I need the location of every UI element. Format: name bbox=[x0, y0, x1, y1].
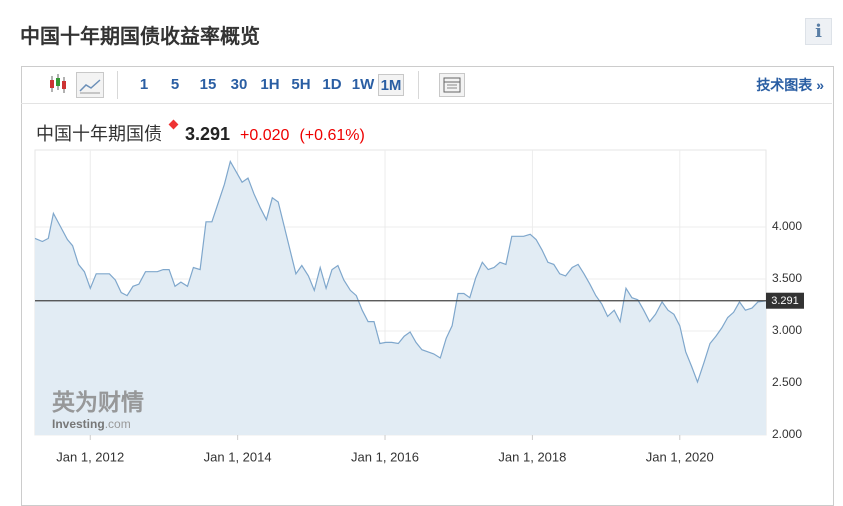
toolbar: 1 5 15 30 1H 5H 1D 1W 1M 技术图表 » bbox=[21, 67, 832, 104]
info-button[interactable]: i bbox=[805, 18, 832, 45]
page-title: 中国十年期国债收益率概览 bbox=[20, 26, 260, 48]
interval-button[interactable]: 5H bbox=[291, 76, 311, 93]
interval-button[interactable]: 1M bbox=[378, 74, 404, 96]
live-dot bbox=[168, 119, 179, 130]
interval-button[interactable]: 15 bbox=[199, 76, 217, 93]
technical-chart-link[interactable]: 技术图表 » bbox=[756, 77, 824, 93]
interval-button[interactable]: 30 bbox=[230, 76, 248, 93]
change: +0.020 bbox=[240, 127, 290, 144]
change-percent: (+0.61%) bbox=[299, 127, 365, 144]
interval-button[interactable]: 1 bbox=[139, 76, 149, 93]
separator bbox=[418, 71, 419, 99]
line-chart-icon[interactable] bbox=[76, 72, 104, 98]
instrument-name: 中国十年期国债 bbox=[36, 124, 162, 144]
quote-line: 中国十年期国债 3.291 +0.020 (+0.61%) bbox=[36, 119, 365, 146]
separator bbox=[117, 71, 118, 99]
interval-button[interactable]: 1H bbox=[260, 76, 280, 93]
interval-button[interactable]: 1D bbox=[322, 76, 342, 93]
interval-button[interactable]: 1W bbox=[351, 76, 375, 93]
price: 3.291 bbox=[185, 124, 231, 144]
candlestick-icon[interactable] bbox=[43, 70, 73, 100]
interval-button[interactable]: 5 bbox=[170, 76, 180, 93]
settings-icon[interactable] bbox=[439, 73, 465, 97]
